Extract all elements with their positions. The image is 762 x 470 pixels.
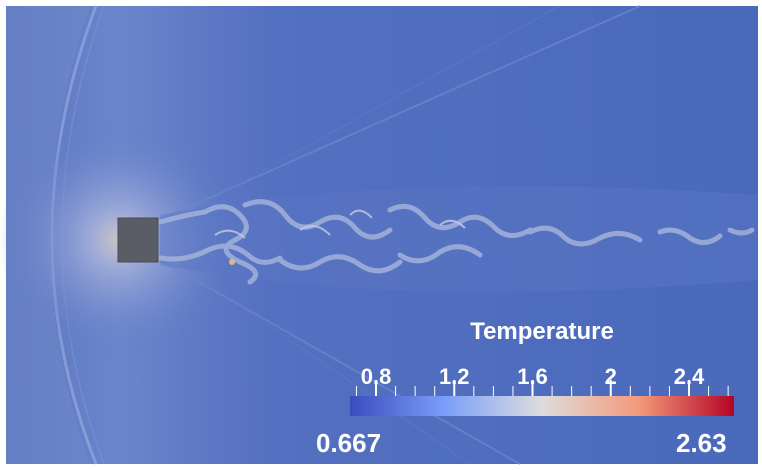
vortex-wake — [157, 199, 755, 285]
lower-shock-secondary — [209, 284, 471, 465]
colorbar-tick-label: 1.6 — [517, 364, 548, 389]
colorbar-tick-label: 2 — [604, 364, 617, 389]
upper-shock-secondary — [209, 5, 561, 201]
vortex-highlights — [214, 209, 466, 239]
upper-oblique-shock — [159, 5, 641, 221]
colorbar-gradient — [350, 396, 734, 416]
square-obstacle — [117, 217, 159, 263]
colorbar-min-label: 0.667 — [316, 428, 382, 458]
colorbar-ticks — [355, 380, 729, 396]
lower-oblique-shock — [159, 259, 521, 465]
colorbar-max-label: 2.63 — [676, 428, 727, 458]
colorbar-title: Temperature — [470, 318, 614, 345]
colorbar-tick-label: 1.2 — [438, 364, 470, 389]
hot-spot — [229, 259, 235, 265]
colorbar-tick-label: 0.8 — [360, 364, 392, 389]
colorbar-tick-label: 2.4 — [673, 364, 705, 389]
